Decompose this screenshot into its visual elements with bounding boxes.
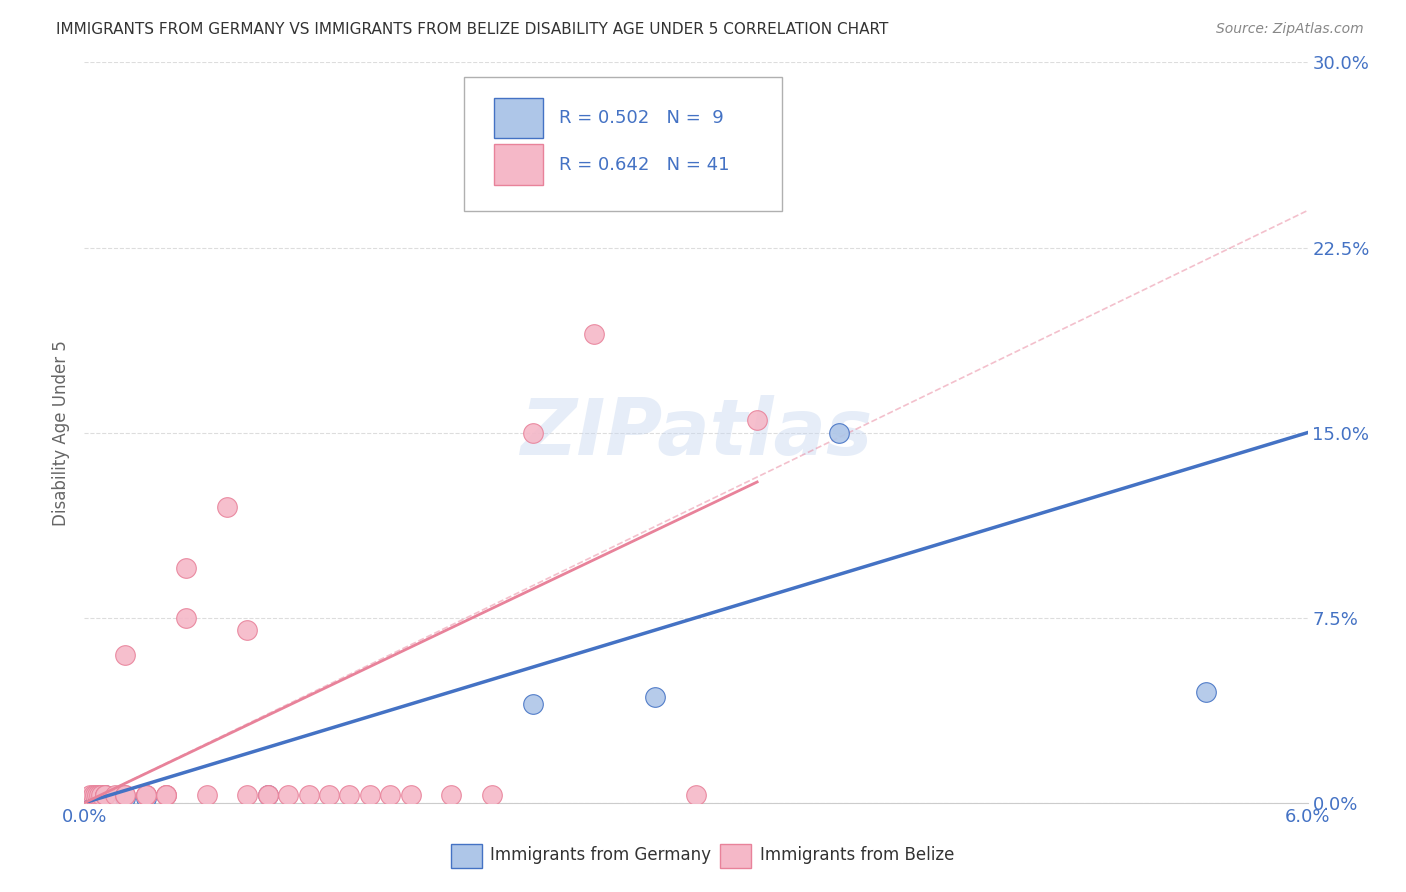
Point [236,623,259,637]
Point [176,561,198,575]
Point [481,789,503,803]
Point [236,789,259,803]
Point [135,789,157,803]
Point [155,789,177,803]
Point [86,789,108,803]
FancyBboxPatch shape [494,97,543,138]
Point [83,790,105,805]
Y-axis label: Disability Age Under 5: Disability Age Under 5 [52,340,70,525]
Point [828,425,851,440]
Point [318,789,340,803]
Point [380,789,402,803]
Text: R = 0.642   N = 41: R = 0.642 N = 41 [560,155,730,174]
Point [522,425,544,440]
Point [93,789,117,803]
Point [176,610,198,624]
Point [114,790,136,805]
Point [93,789,117,803]
Point [644,690,666,704]
Point [135,789,157,803]
Point [583,326,606,341]
Point [747,413,769,427]
Text: Immigrants from Germany: Immigrants from Germany [491,846,711,863]
Point [440,789,463,803]
Point [104,789,127,803]
Point [685,789,707,803]
Text: IMMIGRANTS FROM GERMANY VS IMMIGRANTS FROM BELIZE DISABILITY AGE UNDER 5 CORRELA: IMMIGRANTS FROM GERMANY VS IMMIGRANTS FR… [56,22,889,37]
Point [114,648,136,662]
FancyBboxPatch shape [494,145,543,185]
FancyBboxPatch shape [720,844,751,868]
Point [399,789,422,803]
Point [1195,685,1218,699]
Text: Immigrants from Belize: Immigrants from Belize [759,846,953,863]
Text: Source: ZipAtlas.com: Source: ZipAtlas.com [1216,22,1364,37]
Point [114,789,136,803]
Text: ZIPatlas: ZIPatlas [520,394,872,471]
Point [135,789,157,803]
Point [93,789,117,803]
Point [90,789,112,803]
Point [93,789,117,803]
FancyBboxPatch shape [464,78,782,211]
Point [257,789,280,803]
Point [114,789,136,803]
FancyBboxPatch shape [451,844,482,868]
Point [82,789,104,803]
Point [155,789,177,803]
Point [339,789,361,803]
Point [277,789,299,803]
Point [135,789,157,803]
Point [359,789,381,803]
Point [79,789,101,803]
Point [257,789,280,803]
Point [257,789,280,803]
Point [195,789,218,803]
Point [83,789,105,803]
Text: R = 0.502   N =  9: R = 0.502 N = 9 [560,109,724,127]
Point [135,790,157,805]
Point [522,697,544,711]
Point [217,500,239,514]
Point [155,789,177,803]
Point [87,789,110,803]
Point [298,789,321,803]
